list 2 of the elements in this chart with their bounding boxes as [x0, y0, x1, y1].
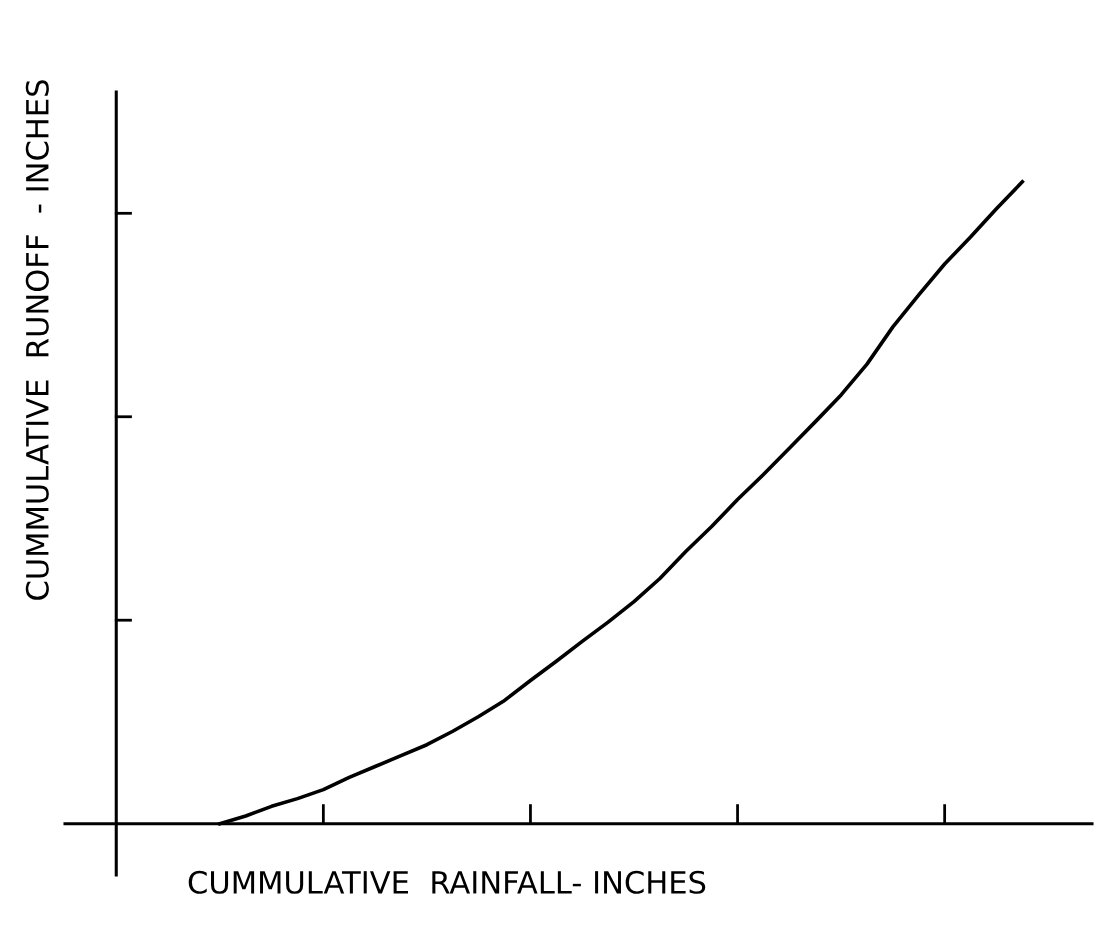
y-axis-title: CUMMULATIVE RUNOFF - INCHES — [25, 80, 49, 600]
x-axis-title: CUMMULATIVE RAINFALL- INCHES — [188, 870, 706, 894]
